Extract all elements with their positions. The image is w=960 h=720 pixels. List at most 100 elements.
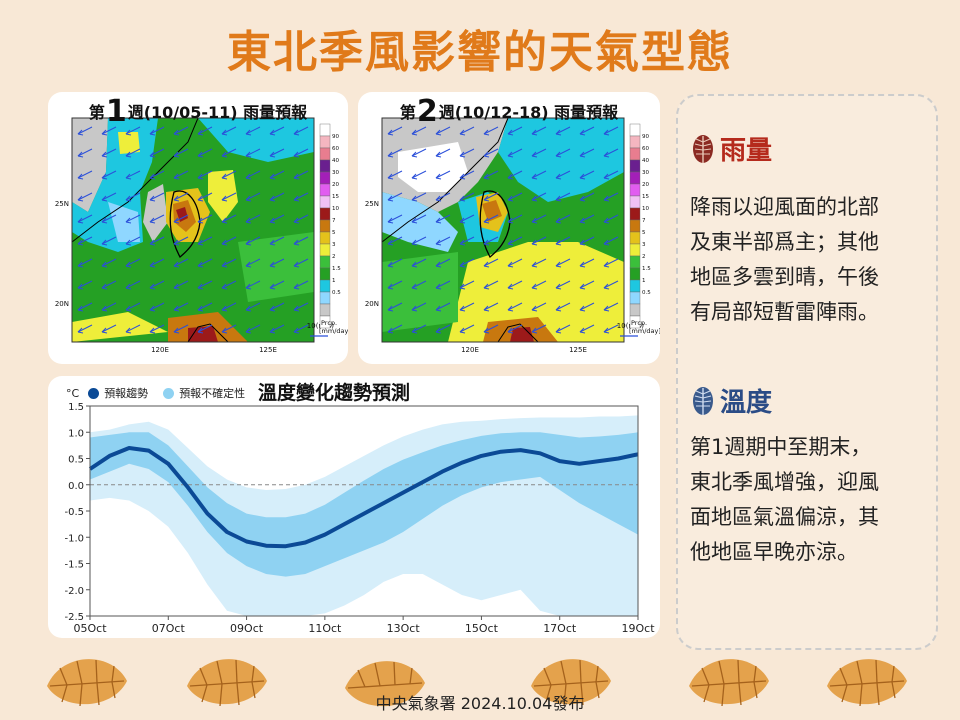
wind-arrowhead — [269, 305, 276, 312]
rain-patch — [510, 327, 534, 342]
colorbar-label: 30 — [332, 170, 339, 176]
wind-arrow — [149, 192, 165, 201]
wind-arrow — [411, 236, 427, 245]
wind-arrow — [293, 214, 309, 223]
trend-legend-marker — [88, 387, 100, 399]
wind-arrow — [221, 280, 237, 289]
wind-arrow — [77, 126, 93, 135]
colorbar-cell — [629, 135, 641, 149]
wind-arrow — [149, 258, 165, 267]
rain-heading: 雨量 — [692, 130, 772, 167]
wind-arrowhead — [269, 261, 276, 268]
colorbar-label: 0.5 — [642, 290, 651, 296]
colorbar-label: 15 — [642, 194, 649, 200]
wind-arrow — [245, 126, 261, 135]
wind-arrowhead — [531, 195, 538, 202]
rain-patch — [382, 252, 458, 332]
wind-arrowhead — [221, 305, 228, 312]
map-frame — [381, 117, 625, 343]
wind-arrowhead — [411, 195, 418, 202]
issue-credit: 中央氣象署 2024.10.04發布 — [375, 694, 585, 713]
latitude-label: 25N — [55, 200, 69, 208]
wind-arrow — [507, 302, 523, 311]
wind-arrow — [173, 148, 189, 157]
rain-patch — [143, 184, 168, 242]
wind-arrow — [387, 324, 403, 333]
wind-arrow — [197, 126, 213, 135]
week1-title-suffix: 週(10/05-11) 雨量預報 — [127, 103, 308, 122]
wind-arrow — [603, 214, 619, 223]
temp-line: 東北季風增強，迎風 — [690, 470, 879, 494]
week2-rain-forecast-map: 25N20N120E125E10(m/s)9060403020151075321… — [358, 92, 660, 364]
wind-arrow — [125, 148, 141, 157]
temperature-heading-text: 溫度 — [720, 388, 773, 418]
leaf-rain-icon — [693, 134, 713, 163]
wind-arrowhead — [459, 261, 466, 268]
y-tick-label: -1.0 — [64, 533, 84, 544]
wind-arrowhead — [197, 305, 204, 312]
colorbar-cell — [629, 171, 641, 185]
coastline — [187, 323, 229, 343]
wind-arrow — [459, 236, 475, 245]
rain-patch — [72, 312, 168, 342]
wind-arrowhead — [459, 283, 466, 290]
colorbar-label: 5 — [642, 230, 646, 236]
wind-arrowhead — [269, 217, 276, 224]
wind-arrow — [245, 214, 261, 223]
wind-arrowhead — [269, 239, 276, 246]
wind-arrowhead — [435, 261, 442, 268]
wind-arrowhead — [101, 261, 108, 268]
temperature-heading: 溫度 — [692, 382, 772, 419]
wind-arrowhead — [269, 195, 276, 202]
colorbar-label: 90 — [332, 134, 339, 140]
wind-arrow — [125, 170, 141, 179]
wind-arrow — [197, 324, 213, 333]
colorbar-cell — [319, 135, 331, 149]
wind-arrowhead — [435, 305, 442, 312]
wind-arrowhead — [531, 239, 538, 246]
wind-arrowhead — [579, 305, 586, 312]
week2-map-title: 第2週(10/12-18) 雨量預報 — [358, 94, 660, 129]
temperature-description: 第1週期中至期末， 東北季風增強，迎風 面地區氣溫偏涼，其 他地區早晚亦涼。 — [690, 430, 936, 570]
wind-arrowhead — [77, 239, 84, 246]
wind-arrowhead — [149, 305, 156, 312]
colorbar-cell — [629, 231, 641, 245]
wind-arrow — [459, 126, 475, 135]
wind-arrowhead — [483, 129, 490, 136]
week1-map-title: 第1週(10/05-11) 雨量預報 — [48, 94, 348, 129]
wind-arrow — [579, 280, 595, 289]
wind-arrowhead — [459, 217, 466, 224]
x-tick-label: 07Oct — [152, 622, 186, 635]
wind-arrowhead — [245, 217, 252, 224]
wind-arrowhead — [555, 129, 562, 136]
wind-arrow — [459, 192, 475, 201]
wind-arrow — [411, 214, 427, 223]
wind-arrow — [77, 236, 93, 245]
wind-arrowhead — [77, 217, 84, 224]
colorbar-label: 15 — [332, 194, 339, 200]
longitude-label: 120E — [461, 346, 479, 354]
y-tick-label: 0.5 — [68, 455, 84, 466]
wind-arrow — [149, 148, 165, 157]
x-tick-label: 09Oct — [230, 622, 264, 635]
wind-arrowhead — [173, 283, 180, 290]
chart-legend: °C 預報趨勢 預報不確定性 — [66, 385, 245, 401]
wind-arrowhead — [579, 151, 586, 158]
rain-line: 有局部短暫雷陣雨。 — [690, 300, 879, 324]
wind-arrow — [507, 192, 523, 201]
wind-arrowhead — [125, 129, 132, 136]
x-tick-label: 05Oct — [73, 622, 107, 635]
wind-arrow — [483, 192, 499, 201]
wind-arrowhead — [101, 195, 108, 202]
wind-arrowhead — [531, 327, 538, 334]
colorbar-label: 1 — [332, 278, 336, 284]
wind-arrowhead — [507, 151, 514, 158]
wind-arrowhead — [603, 129, 610, 136]
wind-arrow — [387, 192, 403, 201]
colorbar-label: 60 — [642, 146, 649, 152]
wind-arrow — [435, 192, 451, 201]
colorbar-label: 3 — [332, 242, 336, 248]
wind-arrowhead — [579, 283, 586, 290]
wind-arrow — [173, 258, 189, 267]
colorbar-cell — [319, 171, 331, 185]
